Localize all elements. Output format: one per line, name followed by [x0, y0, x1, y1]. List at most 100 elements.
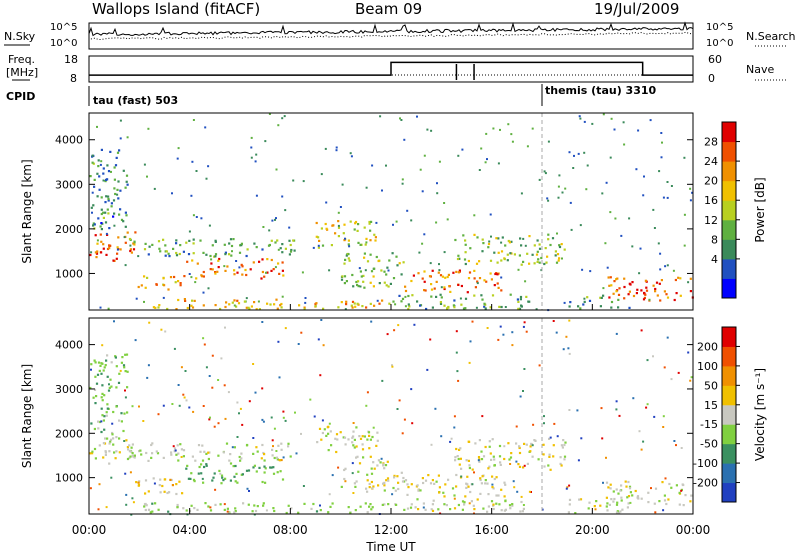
velocity-panel-echo — [522, 504, 525, 506]
velocity-panel-echo — [515, 460, 518, 463]
velocity-panel-echo — [368, 482, 371, 486]
velocity-panel-echo — [180, 456, 183, 458]
velocity-panel-echo — [233, 511, 236, 514]
power-panel-echo — [106, 164, 109, 167]
power-panel-echo — [175, 254, 179, 257]
power-panel-echo — [274, 266, 277, 269]
velocity-panel-echo — [465, 482, 468, 485]
power-panel-echo — [292, 239, 295, 242]
noise-sky-line — [88, 21, 694, 38]
velocity-panel-echo — [463, 501, 466, 504]
power-panel-echo — [178, 252, 181, 256]
power-panel-echo — [321, 244, 325, 247]
velocity-panel-echo — [397, 487, 400, 491]
velocity-panel-echo — [104, 450, 107, 453]
velocity-panel-echo — [627, 502, 630, 505]
power-panel-echo — [105, 178, 108, 181]
velocity-panel-echo — [182, 393, 185, 396]
power-panel-echo — [132, 242, 135, 245]
velocity-panel-echo — [450, 437, 453, 440]
velocity-panel-echo — [193, 507, 196, 510]
power-panel-echo — [485, 280, 488, 283]
power-panel-echo — [486, 158, 488, 161]
power-panel-echo — [407, 308, 410, 311]
velocity-panel-echo — [254, 391, 257, 394]
power-panel-echo — [500, 241, 503, 244]
velocity-panel-echo — [190, 504, 193, 507]
velocity-panel-echo — [457, 379, 460, 382]
power-panel-echo — [365, 241, 368, 244]
velocity-panel-echo — [522, 466, 525, 469]
power-panel-echo — [188, 273, 191, 275]
velocity-panel-echo — [163, 490, 166, 493]
velocity-panel-echo — [455, 473, 458, 477]
velocity-panel-echo — [410, 483, 413, 486]
velocity-panel-echo — [95, 382, 99, 385]
velocity-panel-echo — [239, 459, 242, 462]
sky-left-tick-bottom: 10^0 — [50, 38, 78, 49]
power-panel-echo — [347, 257, 350, 260]
power-panel-echo — [102, 247, 105, 250]
velocity-panel-echo — [370, 320, 373, 323]
power-panel-echo — [476, 236, 479, 239]
velocity-panel-echo — [624, 480, 627, 483]
power-panel-echo — [107, 197, 110, 201]
power-panel-echo — [628, 290, 631, 293]
velocity-panel-echo — [365, 404, 368, 407]
power-panel-echo — [433, 287, 436, 290]
velocity-panel-colorbar-segment — [722, 482, 736, 503]
power-panel-echo — [335, 146, 338, 149]
velocity-panel-echo — [631, 494, 634, 497]
power-panel-echo — [440, 286, 443, 289]
velocity-panel-echo — [681, 483, 684, 486]
velocity-panel-echo — [555, 331, 558, 334]
velocity-panel-echo — [104, 364, 107, 367]
power-panel-echo — [337, 211, 340, 214]
velocity-panel-echo — [366, 490, 369, 493]
velocity-panel-echo — [461, 508, 464, 511]
power-panel-echo — [506, 253, 509, 256]
power-panel-echo — [275, 217, 277, 220]
power-panel-echo — [325, 227, 328, 230]
power-panel-echo — [538, 178, 541, 181]
velocity-panel-echo — [98, 420, 102, 424]
velocity-panel-echo — [236, 436, 239, 438]
power-panel-echo — [257, 300, 260, 303]
power-panel-echo — [547, 199, 550, 202]
power-panel-echo — [362, 280, 365, 283]
power-panel-echo — [100, 196, 103, 199]
velocity-panel-echo — [263, 471, 266, 474]
power-panel-echo — [199, 239, 202, 242]
velocity-panel-echo — [647, 501, 650, 504]
velocity-panel-echo — [426, 368, 429, 371]
power-panel-echo — [250, 136, 253, 139]
power-panel-echo — [281, 251, 284, 254]
power-panel-echo — [489, 259, 493, 262]
velocity-panel-echo — [97, 361, 101, 364]
power-panel-echo — [96, 125, 98, 128]
power-panel-echo — [208, 224, 211, 227]
velocity-panel-echo — [263, 465, 266, 468]
velocity-panel-echo — [467, 485, 470, 488]
power-panel-echo — [99, 225, 102, 228]
power-panel-echo — [616, 277, 619, 280]
velocity-panel-echo — [382, 482, 385, 485]
velocity-panel-echo — [159, 491, 162, 494]
velocity-panel-echo — [607, 486, 610, 489]
velocity-panel-echo — [355, 456, 358, 459]
power-panel-echo — [92, 162, 95, 165]
velocity-panel-echo — [106, 375, 109, 378]
velocity-panel-echo — [421, 477, 424, 480]
velocity-panel-echo — [127, 448, 130, 451]
velocity-panel-echo — [131, 443, 134, 446]
velocity-panel-echo — [316, 441, 319, 444]
velocity-panel-echo — [240, 452, 243, 455]
velocity-panel-echo — [593, 505, 596, 508]
velocity-panel-echo — [271, 448, 274, 451]
power-panel-echo — [691, 191, 694, 194]
power-panel-echo — [165, 250, 168, 253]
velocity-panel-echo — [456, 455, 459, 458]
power-panel-echo — [158, 247, 161, 250]
velocity-panel-echo — [297, 343, 300, 345]
cpid-mode-1: tau (fast) 503 — [93, 94, 179, 107]
